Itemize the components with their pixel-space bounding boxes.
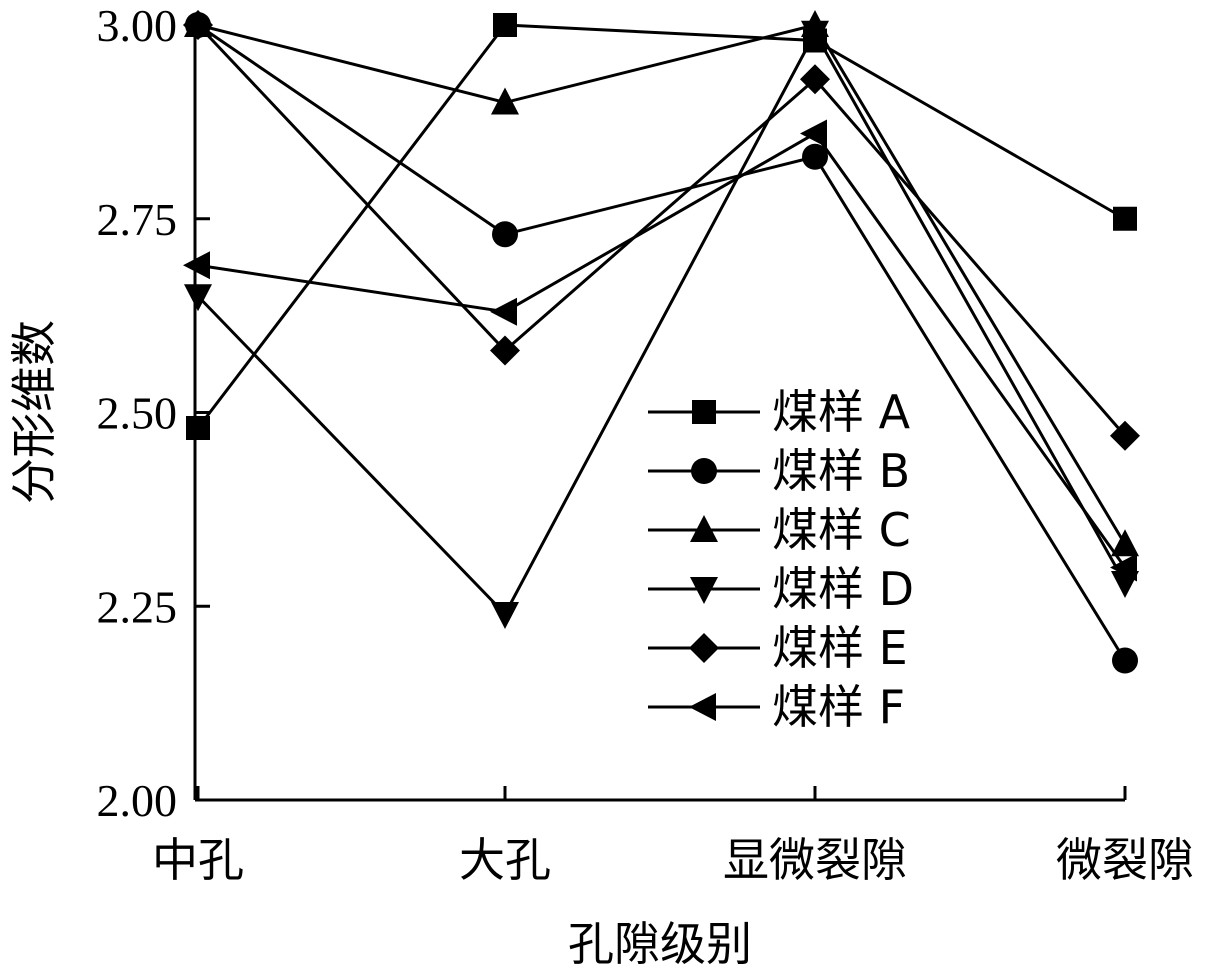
series-line [196,29,1127,617]
legend-item: 煤样 F [648,680,905,734]
data-point [492,221,518,248]
x-ticks: 中孔 大孔 显微裂隙 微裂隙 [152,786,1194,887]
legend: 煤样 A煤样 B煤样 C煤样 D煤样 E煤样 F [648,385,914,734]
data-point [493,13,517,37]
series-c [184,10,1139,557]
data-point [490,297,517,326]
y-tick-label: 2.50 [97,388,178,439]
series-e [183,10,1140,451]
series-d [184,20,1139,629]
series-layer [183,10,1140,674]
y-ticks: 2.00 2.25 2.50 2.75 3.00 [97,0,210,826]
data-point [1110,420,1140,451]
legend-marker [691,458,717,484]
series-a [186,13,1137,440]
legend-item: 煤样 D [648,562,914,616]
legend-item: 煤样 A [648,385,911,439]
series-f [183,119,1137,582]
data-point [1113,206,1137,231]
series-line [197,23,1127,662]
data-point [802,143,828,170]
data-point [800,119,827,148]
x-axis-title: 孔隙级别 [568,917,752,971]
legend-label: 煤样 C [772,503,911,557]
legend-marker [690,515,718,542]
x-tick-label: 大孔 [459,833,551,887]
legend-marker [692,400,716,424]
legend-label: 煤样 A [772,385,911,439]
y-tick-label: 3.00 [97,0,178,51]
legend-item: 煤样 C [648,503,911,557]
series-line [197,23,1127,546]
series-line [196,23,1127,437]
data-point [800,64,830,95]
legend-label: 煤样 B [772,444,910,498]
data-point [1112,647,1138,674]
y-tick-label: 2.00 [97,775,178,826]
y-tick-label: 2.75 [97,194,178,245]
data-point [186,416,210,440]
x-tick-label: 显微裂隙 [723,833,907,887]
data-point [183,251,210,280]
y-tick-label: 2.25 [97,581,178,632]
legend-label: 煤样 E [772,621,908,675]
legend-marker [689,633,719,663]
y-axis-title: 分形维数 [7,320,61,504]
data-point [801,20,829,48]
data-point [183,10,213,40]
data-point [491,87,519,115]
legend-item: 煤样 B [648,444,910,498]
legend-marker [689,693,716,721]
legend-item: 煤样 E [648,621,908,675]
series-line [197,131,1127,569]
legend-marker [690,577,718,604]
data-point [491,602,519,629]
data-point [184,284,212,312]
series-line [196,23,1126,429]
series-b [185,12,1138,674]
data-point [1111,529,1139,557]
data-point [1110,553,1137,582]
x-tick-label: 中孔 [152,833,244,887]
x-tick-label: 微裂隙 [1056,833,1194,887]
legend-label: 煤样 D [772,562,914,616]
legend-label: 煤样 F [772,680,905,734]
data-point [490,335,520,366]
